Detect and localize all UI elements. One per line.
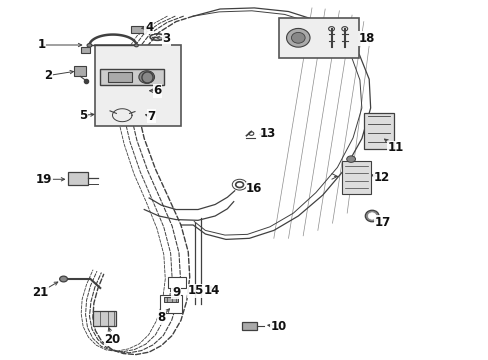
Text: 13: 13 — [259, 127, 276, 140]
Bar — [74, 66, 86, 76]
Bar — [68, 172, 88, 185]
Text: 20: 20 — [104, 333, 121, 346]
Text: 14: 14 — [203, 284, 220, 297]
Bar — [95, 45, 181, 126]
Bar — [160, 295, 182, 313]
Text: 16: 16 — [245, 183, 262, 195]
Text: 19: 19 — [36, 173, 52, 186]
Bar — [342, 161, 370, 194]
Text: 21: 21 — [32, 286, 48, 299]
Text: 7: 7 — [147, 110, 155, 123]
Text: 5: 5 — [79, 109, 87, 122]
Text: 17: 17 — [373, 216, 390, 229]
Text: 4: 4 — [145, 21, 153, 34]
Text: 2: 2 — [44, 69, 52, 82]
Text: 1: 1 — [38, 39, 45, 51]
Text: 9: 9 — [172, 286, 180, 299]
Text: 8: 8 — [157, 311, 165, 324]
Text: 6: 6 — [153, 84, 161, 97]
Ellipse shape — [286, 28, 309, 47]
Bar — [93, 311, 116, 326]
Ellipse shape — [139, 71, 154, 83]
Ellipse shape — [367, 213, 375, 219]
Bar — [242, 322, 256, 330]
Bar — [107, 72, 132, 82]
Bar — [168, 277, 185, 288]
Bar — [163, 297, 178, 302]
Bar — [81, 47, 90, 53]
Ellipse shape — [134, 44, 138, 47]
Bar — [100, 69, 163, 85]
Bar — [278, 18, 359, 58]
Ellipse shape — [87, 44, 92, 47]
Bar — [364, 113, 393, 149]
Ellipse shape — [365, 210, 378, 222]
Text: 3: 3 — [162, 32, 170, 45]
Ellipse shape — [346, 156, 355, 162]
Text: 11: 11 — [387, 141, 404, 154]
Bar — [130, 26, 146, 33]
Ellipse shape — [291, 32, 305, 43]
Text: 15: 15 — [187, 284, 203, 297]
Text: 18: 18 — [358, 32, 374, 45]
Text: 10: 10 — [270, 320, 286, 333]
Text: 12: 12 — [372, 171, 389, 184]
Ellipse shape — [60, 276, 67, 282]
